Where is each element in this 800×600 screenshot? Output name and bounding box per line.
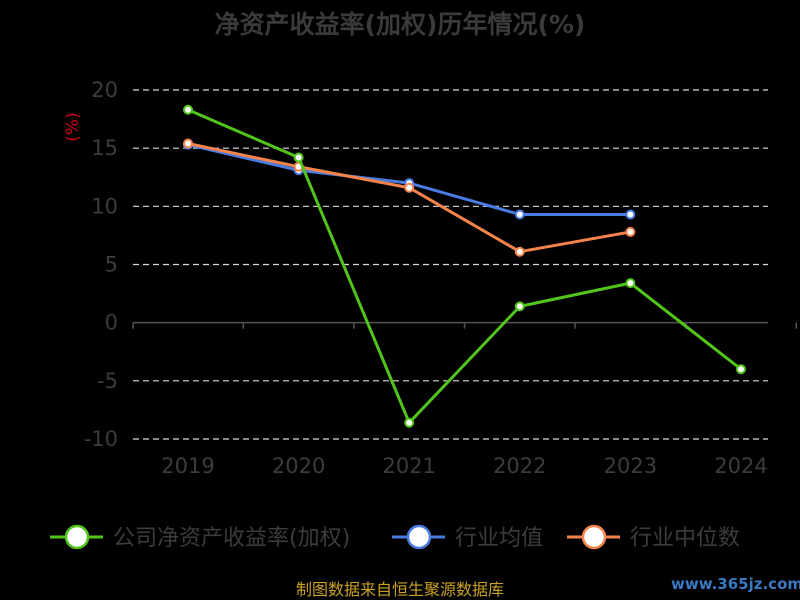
y-tick-label: 0 [105,311,118,335]
legend-item[interactable]: 行业均值 [392,524,543,551]
data-point[interactable] [293,152,304,163]
x-tick-label: 2021 [382,454,435,478]
legend-item[interactable]: 公司净资产收益率(加权) [50,524,350,551]
y-tick-label: 20 [91,78,118,102]
y-tick-label: -10 [84,427,118,451]
x-tick-label: 2022 [493,454,546,478]
y-axis-unit-label: (%) [63,112,83,141]
data-point[interactable] [404,182,415,193]
y-tick-label: -5 [97,369,118,393]
series-lines [183,104,746,428]
x-tick-label: 2024 [714,454,767,478]
grid-lines [133,89,768,440]
series-2 [183,138,636,257]
x-tick-label: 2019 [161,454,214,478]
data-point[interactable] [625,209,636,220]
data-point[interactable] [625,278,636,289]
legend-item[interactable]: 行业中位数 [567,524,740,551]
legend-marker-icon [406,524,432,550]
data-point[interactable] [736,364,746,375]
data-point[interactable] [183,138,193,149]
data-point[interactable] [183,104,193,115]
legend: 公司净资产收益率(加权) 行业均值 行业中位数 [50,524,740,551]
x-tick-label: 2023 [604,454,657,478]
data-point[interactable] [625,226,636,237]
chart-title: 净资产收益率(加权)历年情况(%) [215,10,586,39]
series-line [187,108,742,425]
y-tick-label: 10 [91,194,118,218]
legend-marker-icon [581,524,607,550]
source-note: 制图数据来自恒生聚源数据库 [296,580,504,599]
x-tick-label: 2020 [272,454,325,478]
data-point[interactable] [404,417,415,428]
data-point[interactable] [514,209,525,220]
legend-marker-icon [64,524,90,550]
legend-label: 行业中位数 [630,526,740,551]
watermark: www.365jz.com [671,575,800,593]
axes: 20 15 10 5 0 -5 -10 2019 2020 2021 2022 2023 2024 [84,78,798,478]
y-tick-label: 5 [105,253,118,277]
y-tick-label: 15 [91,136,118,160]
data-point[interactable] [514,301,525,312]
data-point[interactable] [514,246,525,257]
series-0 [183,104,746,428]
legend-label: 公司净资产收益率(加权) [113,526,350,551]
legend-label: 行业均值 [455,526,543,551]
